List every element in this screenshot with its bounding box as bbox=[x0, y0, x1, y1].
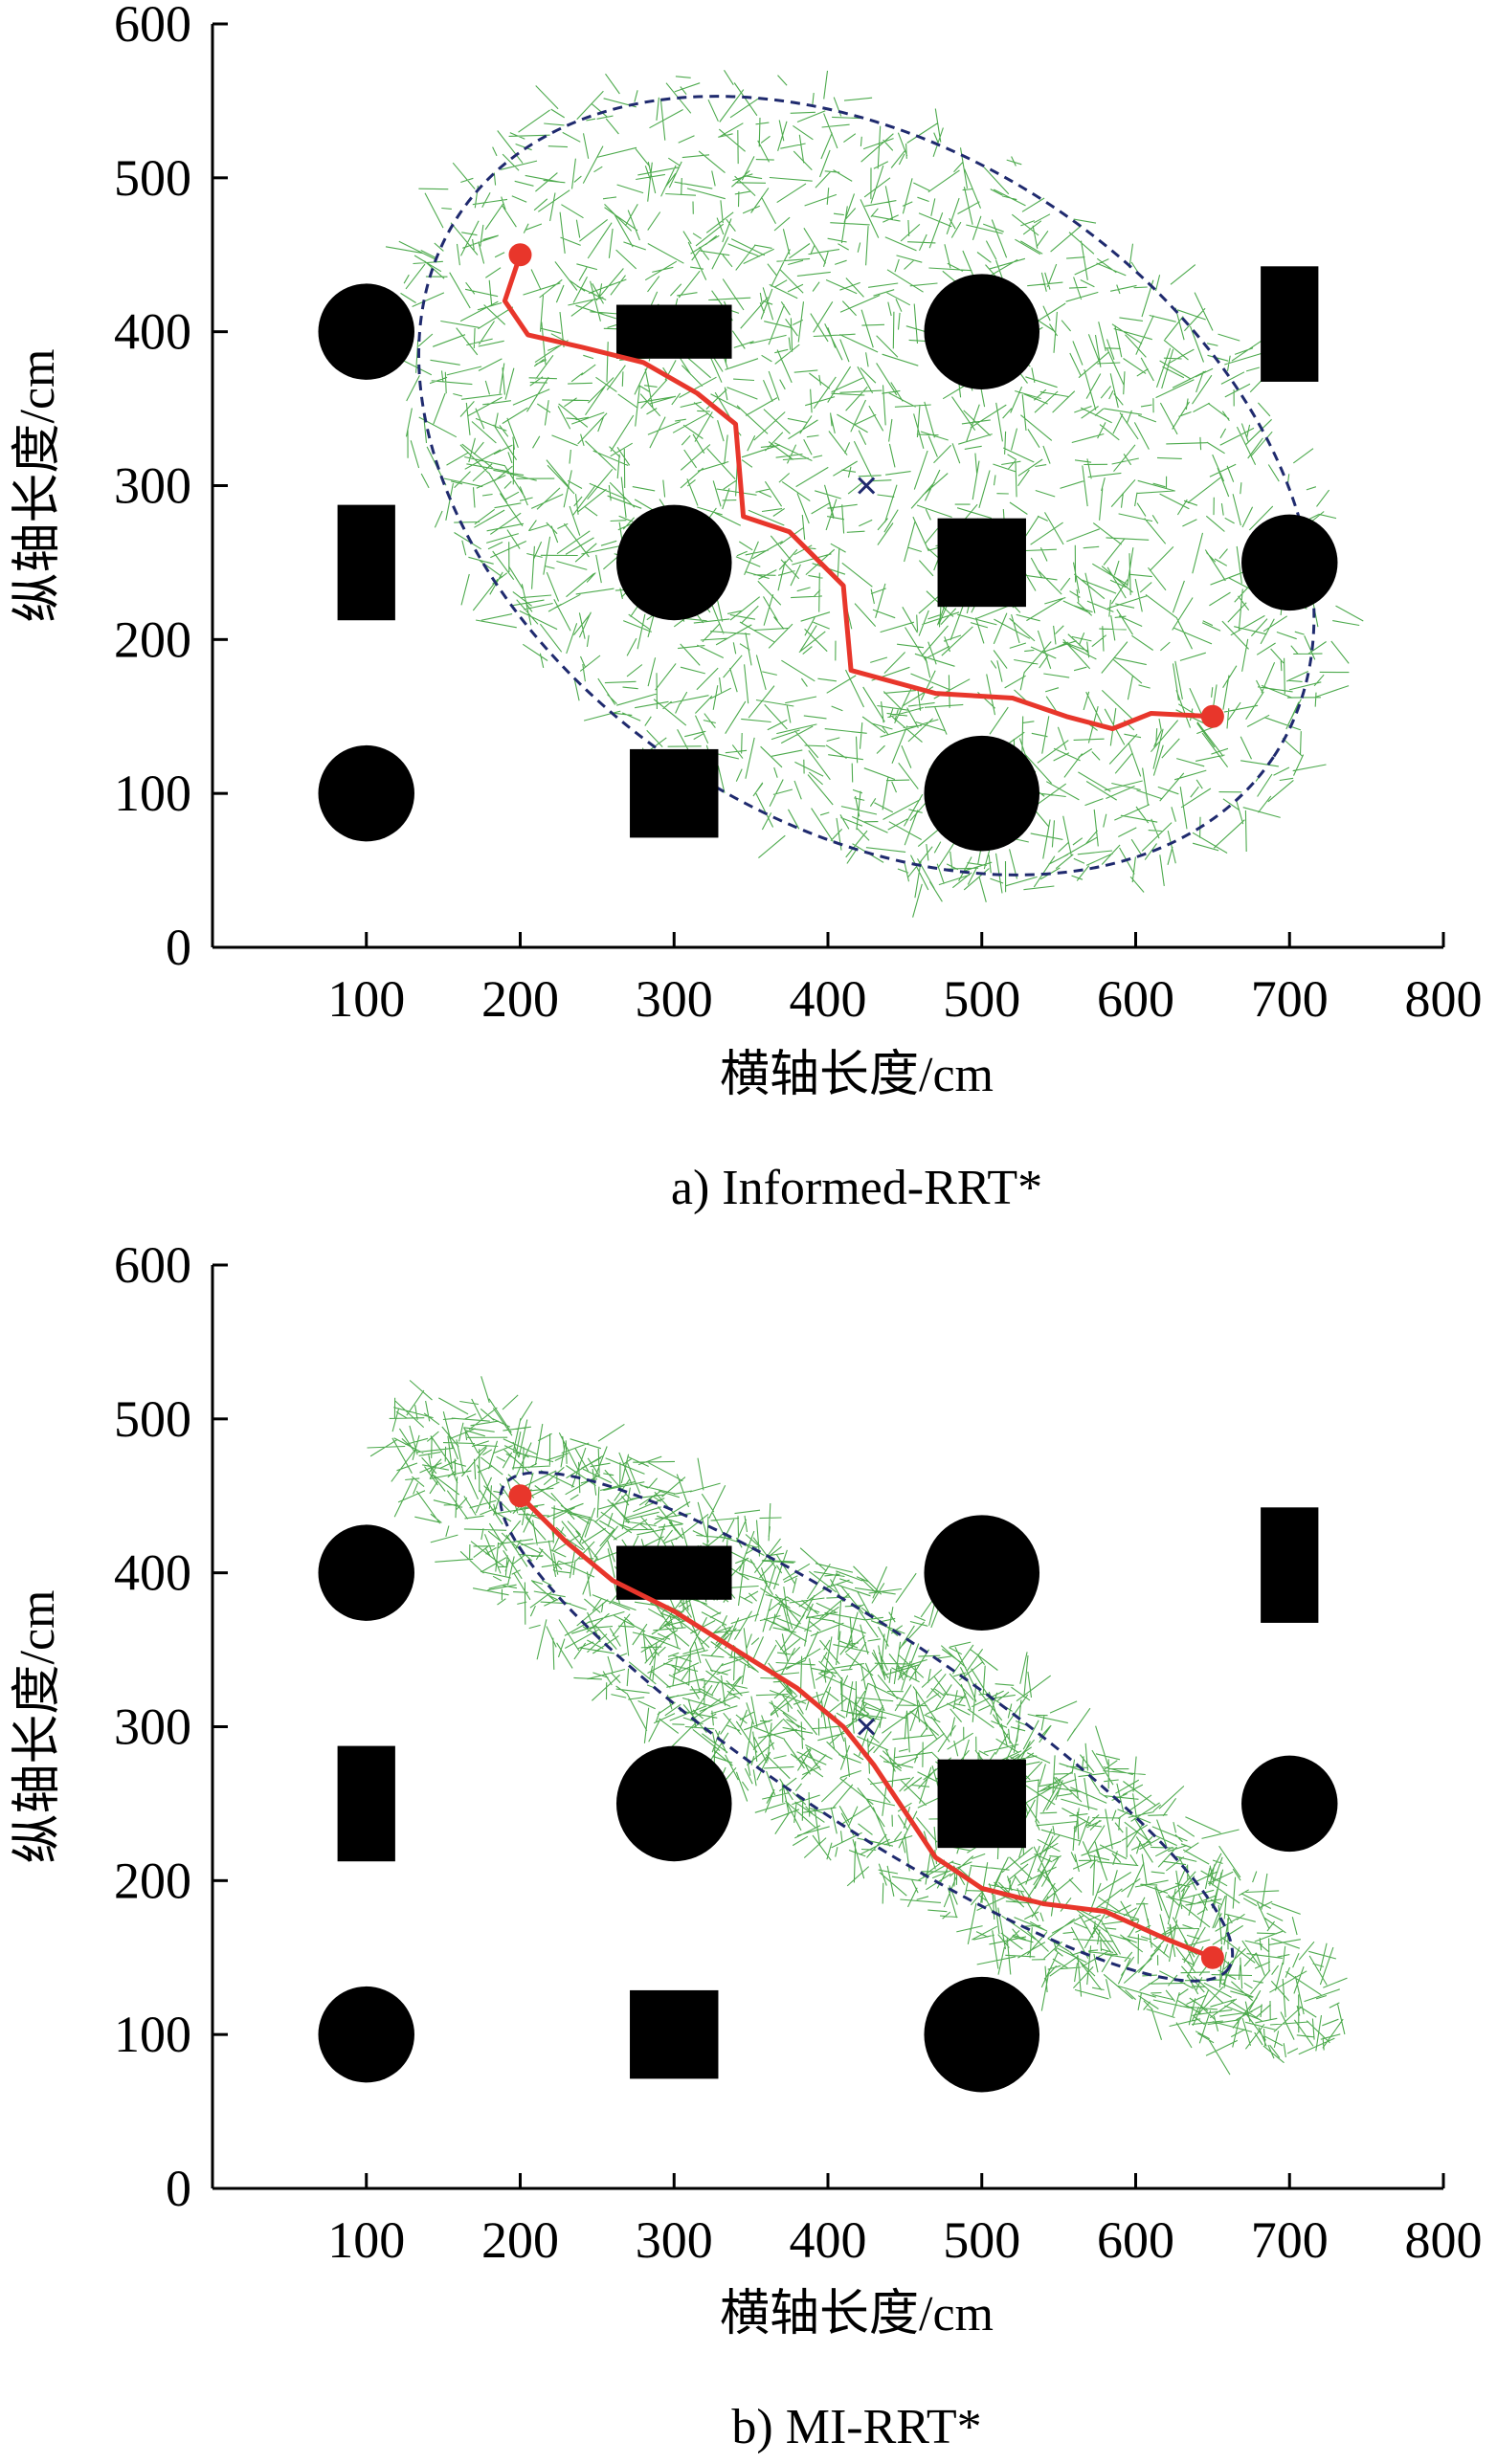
sampling-ellipse bbox=[499, 1471, 1235, 1983]
y-axis-label: 纵轴长度/cm bbox=[11, 349, 65, 623]
obstacle-layer bbox=[318, 266, 1338, 852]
obstacle-rect bbox=[630, 748, 719, 838]
obstacle-rect bbox=[937, 1759, 1026, 1849]
obstacle-circle bbox=[924, 1515, 1040, 1631]
x-axis-label: 横轴长度/cm bbox=[720, 1048, 994, 1102]
x-tick-label: 500 bbox=[943, 970, 1020, 1028]
goal-point bbox=[1200, 1945, 1224, 1969]
planned-path bbox=[502, 254, 1214, 732]
x-tick-label: 200 bbox=[481, 2211, 559, 2269]
x-tick-label: 300 bbox=[636, 2211, 713, 2269]
y-tick-label: 400 bbox=[114, 303, 191, 361]
obstacle-circle bbox=[318, 283, 414, 380]
obstacle-rect bbox=[615, 304, 732, 359]
y-tick-label: 0 bbox=[166, 2160, 191, 2217]
y-tick-label: 400 bbox=[114, 1544, 191, 1602]
y-tick-label: 300 bbox=[114, 457, 191, 515]
x-tick-label: 100 bbox=[327, 970, 405, 1028]
y-tick-label: 500 bbox=[114, 149, 191, 207]
path-layer bbox=[508, 1484, 1224, 1969]
x-tick-label: 100 bbox=[327, 2211, 405, 2269]
obstacle-rect bbox=[1261, 1507, 1319, 1623]
sampling-ellipse-layer bbox=[499, 1471, 1235, 1983]
rrt-tree-edges bbox=[367, 1376, 1348, 2076]
obstacle-rect bbox=[1261, 266, 1319, 382]
x-tick-label: 500 bbox=[943, 2211, 1020, 2269]
x-tick-label: 400 bbox=[790, 970, 867, 1028]
x-tick-label: 700 bbox=[1251, 2211, 1329, 2269]
y-tick-label: 200 bbox=[114, 610, 191, 668]
tree-layer bbox=[367, 1376, 1348, 2076]
panel-caption: b) MI-RRT* bbox=[731, 2400, 981, 2454]
ellipse-center-marker bbox=[858, 477, 876, 495]
y-tick-label: 0 bbox=[166, 919, 191, 976]
axes: 100 200 300 400 500 600 700 800 0 100 200 300 400 500… bbox=[114, 1236, 1483, 2269]
y-tick-label: 600 bbox=[114, 1236, 191, 1294]
obstacle-circle bbox=[318, 1986, 414, 2083]
x-axis-label: 横轴长度/cm bbox=[720, 2287, 994, 2342]
y-axis-label: 纵轴长度/cm bbox=[11, 1590, 65, 1864]
start-point bbox=[508, 243, 532, 267]
obstacle-circle bbox=[318, 744, 414, 842]
x-tick-label: 600 bbox=[1097, 970, 1174, 1028]
panel-caption: a) Informed-RRT* bbox=[671, 1161, 1042, 1215]
planned-path bbox=[518, 1494, 1214, 1961]
start-point bbox=[508, 1484, 532, 1508]
tree-layer bbox=[385, 70, 1364, 918]
x-tick-label: 800 bbox=[1405, 2211, 1483, 2269]
obstacle-circle bbox=[1241, 514, 1338, 611]
rrt-tree-edges bbox=[385, 70, 1364, 918]
obstacle-rect bbox=[937, 518, 1026, 608]
x-tick-label: 200 bbox=[481, 970, 559, 1028]
x-tick-label: 400 bbox=[790, 2211, 867, 2269]
obstacle-rect bbox=[337, 504, 395, 621]
obstacle-circle bbox=[924, 735, 1040, 852]
panel-informed-rrt: 100 200 300 400 500 600 700 800 0 100 200 300 400 500… bbox=[11, 0, 1483, 1215]
x-tick-label: 600 bbox=[1097, 2211, 1174, 2269]
obstacle-circle bbox=[615, 504, 732, 621]
y-tick-label: 300 bbox=[114, 1698, 191, 1756]
obstacle-rect bbox=[337, 1745, 395, 1862]
obstacle-circle bbox=[615, 1745, 732, 1862]
y-tick-label: 100 bbox=[114, 765, 191, 822]
y-tick-label: 100 bbox=[114, 2006, 191, 2063]
goal-point bbox=[1200, 704, 1224, 728]
x-tick-label: 800 bbox=[1405, 970, 1483, 1028]
y-tick-label: 500 bbox=[114, 1390, 191, 1448]
obstacle-rect bbox=[630, 1989, 719, 2079]
obstacle-circle bbox=[924, 274, 1040, 389]
obstacle-circle bbox=[318, 1524, 414, 1621]
path-layer bbox=[502, 243, 1224, 732]
obstacle-circle bbox=[924, 1976, 1040, 2093]
obstacle-layer bbox=[318, 1507, 1338, 2093]
y-tick-label: 200 bbox=[114, 1852, 191, 1909]
axes: 100 200 300 400 500 600 700 800 0 100 200 300 400 500… bbox=[114, 0, 1483, 1028]
x-tick-label: 700 bbox=[1251, 970, 1329, 1028]
ellipse-center-marker bbox=[858, 1718, 876, 1736]
obstacle-circle bbox=[1241, 1755, 1338, 1853]
x-tick-label: 300 bbox=[636, 970, 713, 1028]
panel-mi-rrt: 100 200 300 400 500 600 700 800 0 100 200 300 400 500… bbox=[11, 1236, 1483, 2454]
y-tick-label: 600 bbox=[114, 0, 191, 53]
